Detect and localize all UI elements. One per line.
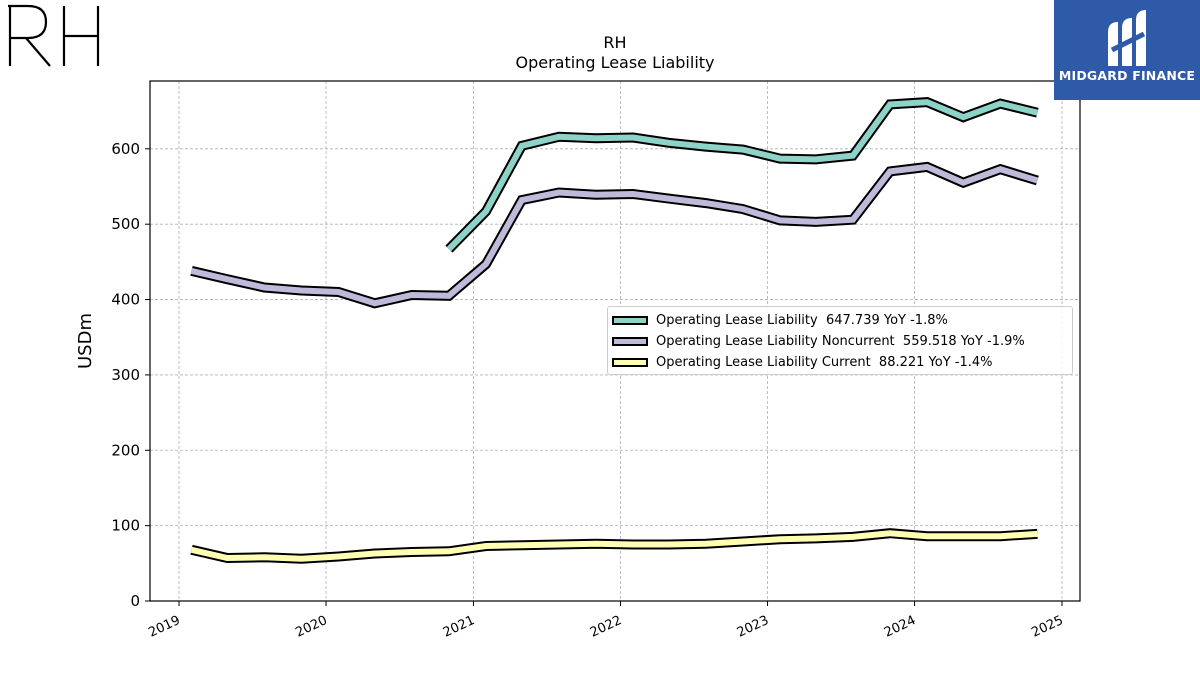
company-logo (8, 4, 100, 67)
legend: Operating Lease Liability 647.739 YoY -1… (607, 306, 1073, 375)
y-tick-label: 400 (111, 291, 140, 309)
y-tick-label: 300 (111, 366, 140, 384)
legend-swatch (612, 336, 648, 346)
y-tick-label: 500 (111, 215, 140, 233)
legend-item: Operating Lease Liability Current 88.221… (612, 353, 993, 371)
chart-title: RH (603, 33, 627, 52)
legend-item: Operating Lease Liability Noncurrent 559… (612, 332, 1025, 350)
y-axis-label: USDm (75, 313, 96, 369)
legend-swatch (612, 315, 648, 325)
x-tick-label: 2020 (293, 613, 329, 641)
brand-mark-icon (1108, 10, 1146, 66)
series-operating-lease-liability-noncurrent (190, 161, 1039, 309)
y-tick-label: 100 (111, 517, 140, 535)
plot-frame (149, 80, 1081, 602)
chart-subtitle: Operating Lease Liability (515, 53, 715, 72)
x-tick-label: 2025 (1029, 613, 1065, 641)
series-line (190, 530, 1038, 562)
legend-label: Operating Lease Liability Current 88.221… (656, 354, 993, 370)
y-tick-label: 0 (130, 592, 140, 610)
brand-name: MIDGARD FINANCE (1058, 68, 1196, 83)
x-tick-label: 2022 (588, 613, 624, 641)
legend-item: Operating Lease Liability 647.739 YoY -1… (612, 311, 948, 329)
series-line-outline (190, 161, 1039, 309)
legend-label: Operating Lease Liability Noncurrent 559… (656, 333, 1025, 349)
x-tick-label: 2021 (441, 613, 477, 641)
legend-swatch (612, 357, 648, 367)
series-line (190, 163, 1039, 307)
brand-logo: MIDGARD FINANCE (1054, 0, 1200, 100)
legend-label: Operating Lease Liability 647.739 YoY -1… (656, 312, 948, 328)
x-tick-label: 2023 (735, 613, 771, 641)
series-line (446, 99, 1039, 252)
axes: 0 100 200 300 400 500 600 2019 2020 2021 2022 2023 2… (75, 140, 1066, 641)
x-tick-label: 2024 (882, 613, 918, 641)
x-tick-label: 2019 (146, 613, 182, 641)
series-operating-lease-liability (445, 97, 1039, 253)
series-lines (190, 97, 1039, 564)
y-tick-label: 200 (111, 441, 140, 459)
series-operating-lease-liability-current (190, 528, 1038, 564)
y-tick-label: 600 (111, 140, 140, 158)
